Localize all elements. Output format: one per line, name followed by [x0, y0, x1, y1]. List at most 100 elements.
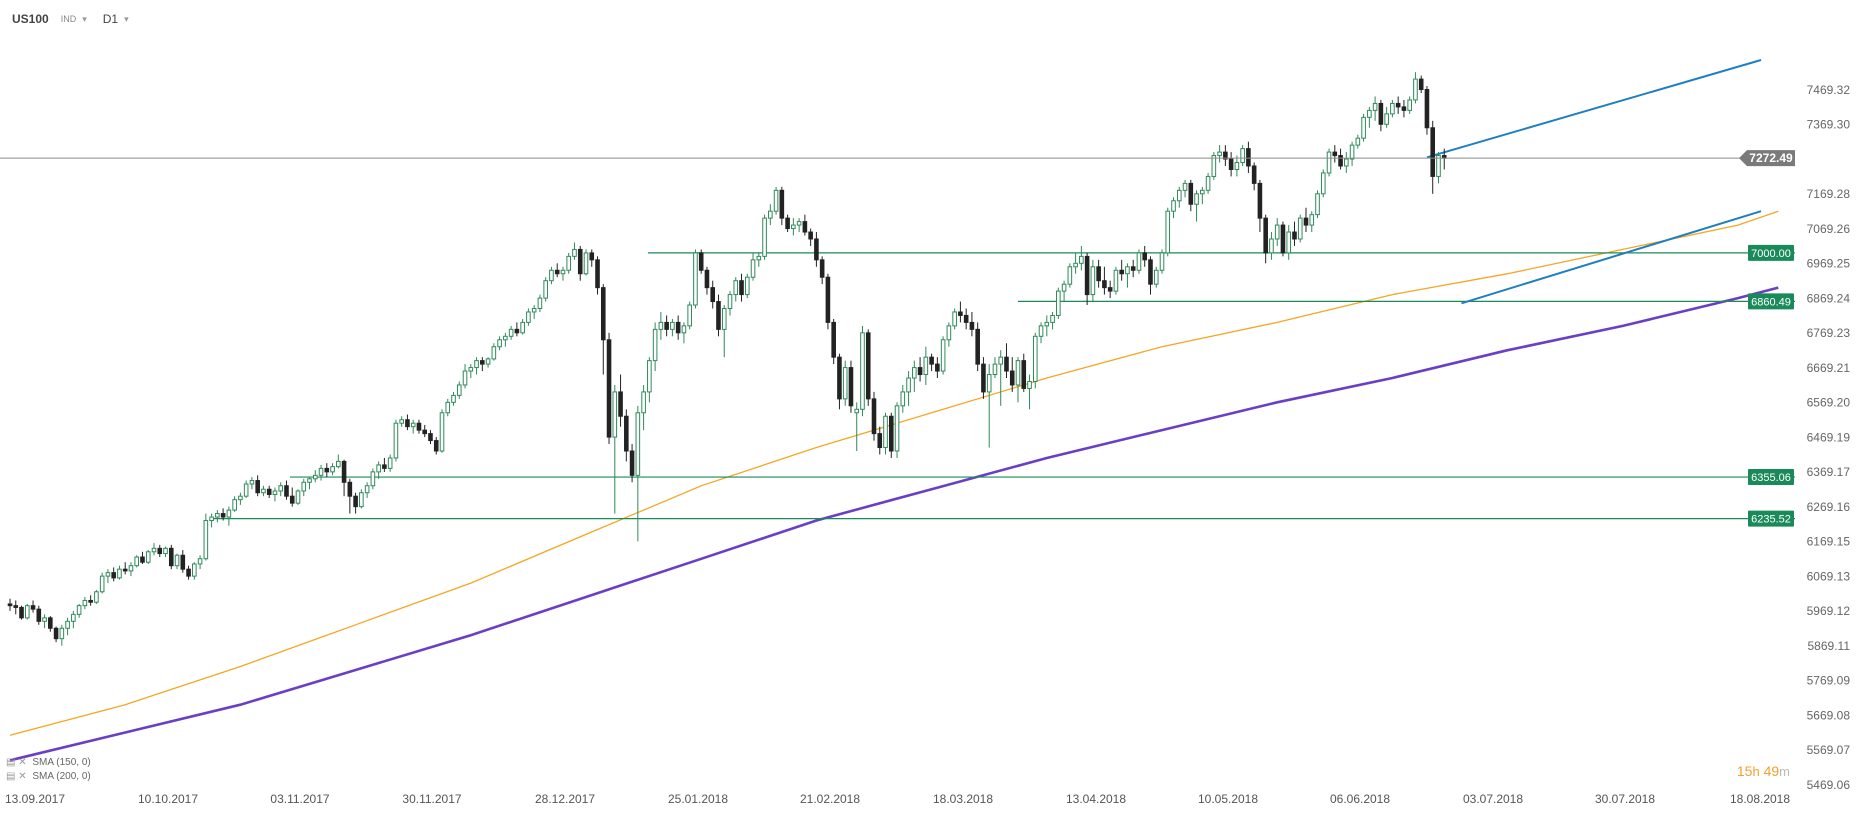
symbol-label[interactable]: US100 [12, 12, 49, 26]
candle-body [445, 401, 451, 414]
candle-body [923, 356, 929, 376]
sma200-path [9, 286, 1779, 762]
candle-body [860, 332, 865, 410]
candle-body [284, 485, 289, 497]
candle-body [1211, 155, 1217, 177]
candle-body [1159, 252, 1165, 271]
candle-body [837, 356, 842, 400]
candle-body [272, 490, 278, 495]
x-tick-label: 18.08.2018 [1730, 792, 1790, 806]
candle-body [405, 419, 410, 428]
y-axis: 7469.32 7369.30 7169.28 7069.26 6969.25 6869.… [1807, 83, 1851, 792]
candle-body [779, 189, 785, 219]
candle-body [387, 457, 393, 469]
candle-body [727, 294, 733, 309]
candle-countdown: 15h 49m [1737, 763, 1790, 779]
y-tick-label: 6269.16 [1807, 500, 1851, 514]
candle-body [220, 513, 226, 518]
candle-body [1344, 158, 1349, 167]
candle-body [704, 269, 710, 289]
candle-body [48, 617, 53, 629]
level-tag [1748, 244, 1794, 261]
y-tick-label: 6369.17 [1807, 465, 1851, 479]
candle-body [266, 488, 272, 495]
candle-body [203, 520, 209, 560]
candle-body [716, 301, 721, 330]
candle-body [105, 572, 111, 577]
candle-body [1251, 165, 1257, 184]
candle-body [1125, 266, 1130, 275]
candle-body [986, 374, 992, 393]
candle-body [1424, 89, 1430, 129]
y-tick-label: 6769.23 [1807, 326, 1851, 340]
y-tick-label: 5969.12 [1807, 604, 1851, 618]
candle-body [756, 255, 762, 261]
candle-body [491, 346, 497, 360]
indicator-settings-close-icons[interactable]: ▤ ✕ [6, 757, 27, 768]
candle-body [134, 556, 140, 567]
candle-body [117, 568, 122, 579]
market-dropdown-icon[interactable]: ▾ [82, 13, 87, 24]
level-tag-label: 7000.00 [1751, 248, 1791, 260]
candle-body [871, 398, 877, 435]
x-tick-label: 28.12.2017 [535, 792, 595, 806]
candle-body [243, 483, 249, 497]
candle-body [36, 608, 42, 622]
candle-body [664, 321, 669, 330]
x-tick-label: 06.06.2018 [1330, 792, 1390, 806]
x-tick-label: 30.11.2017 [402, 792, 461, 806]
candle-body [65, 620, 70, 629]
countdown-minutes-unit: m [1779, 764, 1790, 779]
candle-body [652, 328, 658, 362]
level-tag-label: 6355.06 [1751, 472, 1791, 484]
candle-body [785, 217, 790, 230]
candle-body [497, 339, 502, 348]
candle-body [1378, 102, 1384, 125]
candle-body [1182, 182, 1188, 191]
candle-body [1044, 321, 1050, 327]
candle-body [370, 471, 376, 487]
candle-body [485, 358, 491, 365]
indicator-settings-close-icons[interactable]: ▤ ✕ [6, 771, 27, 782]
candle-body [82, 599, 88, 607]
candle-body [883, 415, 888, 449]
candle-body [877, 433, 883, 449]
candle-body [710, 287, 716, 303]
candle-body [174, 554, 180, 567]
candle-body [1113, 269, 1119, 292]
y-tick-label: 6869.24 [1807, 291, 1851, 305]
x-tick-label: 21.02.2018 [800, 792, 860, 806]
candle-body [249, 480, 255, 485]
sma150-line [9, 210, 1779, 736]
candle-body [681, 325, 687, 334]
candle-body [577, 248, 583, 275]
timeframe-dropdown-icon[interactable]: ▾ [124, 13, 129, 24]
candle-body [1263, 217, 1268, 254]
candle-body [900, 391, 906, 407]
y-tick-label: 7369.30 [1807, 118, 1851, 132]
candle-body [750, 259, 756, 278]
candle-body [842, 367, 848, 400]
candle-body [7, 603, 13, 607]
candle-body [854, 408, 860, 414]
timeframe-label[interactable]: D1 [102, 12, 119, 26]
candle-body [24, 605, 30, 619]
candle-body [744, 276, 750, 296]
candle-body [180, 554, 186, 570]
candle-body [1038, 325, 1044, 337]
candle-body [814, 238, 819, 261]
x-tick-label: 18.03.2018 [933, 792, 993, 806]
candle-body [1292, 231, 1297, 240]
candle-body [946, 325, 952, 341]
candle-body [1320, 172, 1326, 195]
candle-body [1332, 151, 1338, 157]
x-tick-label: 30.07.2018 [1595, 792, 1655, 806]
candle-body [422, 429, 428, 435]
candle-body [1194, 193, 1199, 205]
level-tag [1748, 510, 1794, 527]
chart-header: US100 IND ▾ D1 ▾ [12, 12, 129, 26]
candle-body [1107, 287, 1113, 292]
candle-body [226, 509, 232, 518]
candle-body [232, 499, 237, 511]
